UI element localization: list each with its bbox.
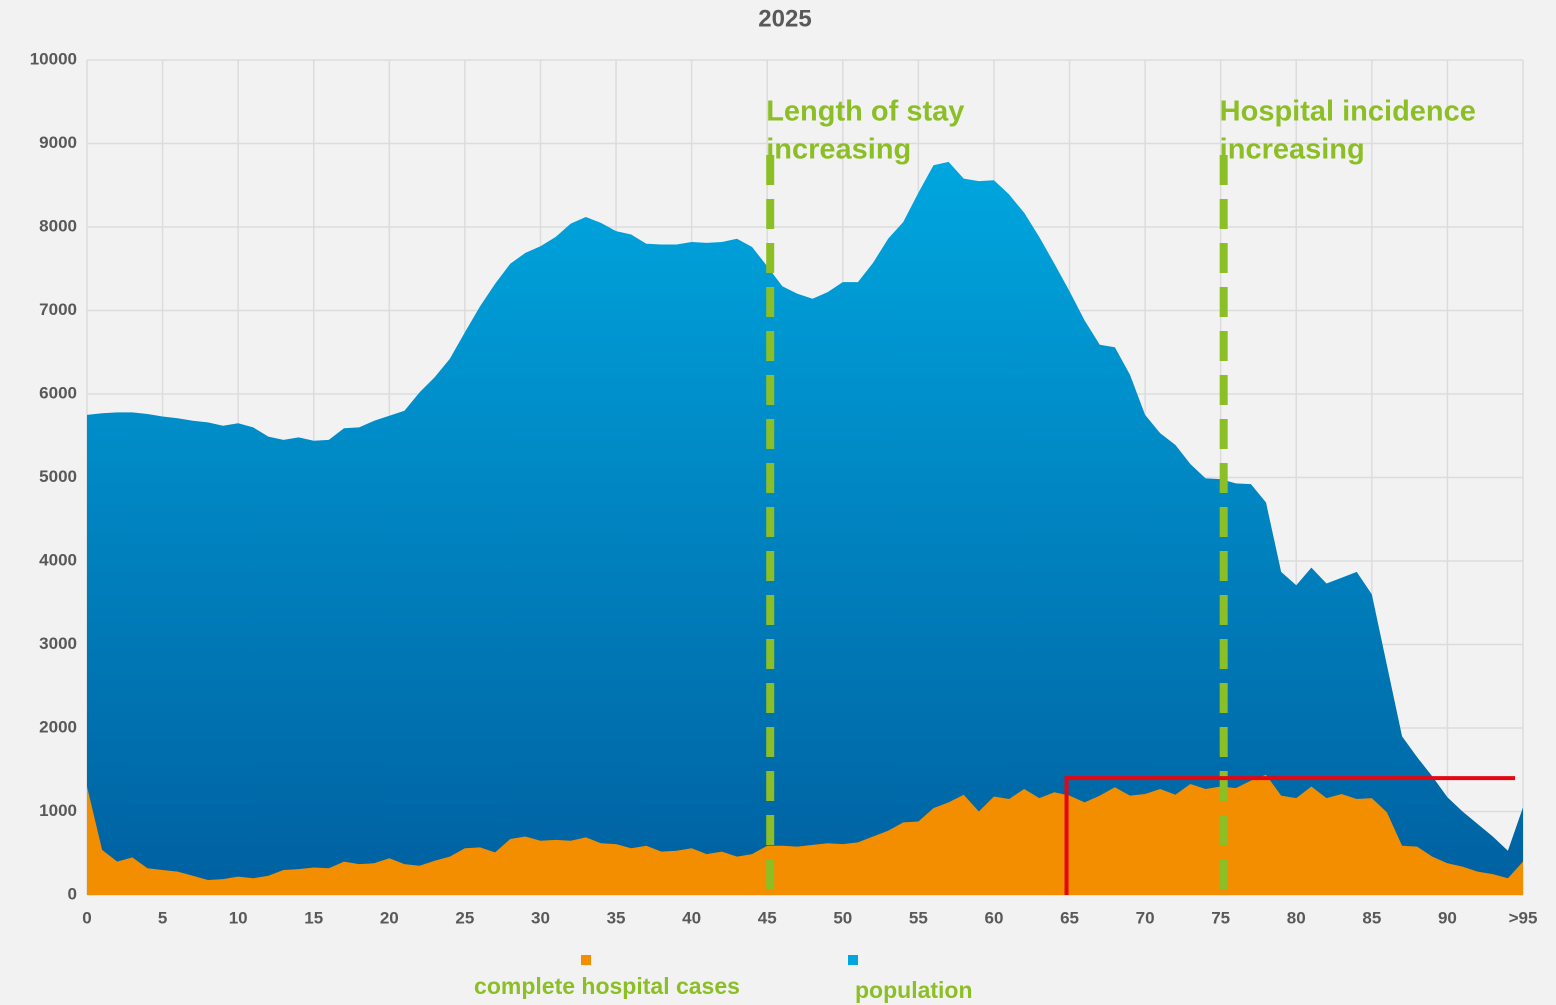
x-tick-label: 20 (380, 908, 399, 927)
y-tick-label: 10000 (30, 49, 77, 68)
y-tick-label: 8000 (39, 216, 77, 235)
y-tick-label: 7000 (39, 300, 77, 319)
y-tick-label: 9000 (39, 133, 77, 152)
y-tick-label: 2000 (39, 717, 77, 736)
x-tick-label: 65 (1060, 908, 1079, 927)
x-tick-label: 5 (158, 908, 167, 927)
y-tick-label: 3000 (39, 634, 77, 653)
annotation-text: Hospital incidence (1220, 96, 1476, 128)
legend-label: population (855, 977, 973, 1003)
x-tick-label: 25 (455, 908, 474, 927)
y-tick-label: 0 (68, 884, 77, 903)
y-tick-label: 5000 (39, 467, 77, 486)
annotation-text: increasing (1220, 134, 1365, 166)
x-tick-label: 0 (82, 908, 91, 927)
x-tick-label: 15 (304, 908, 323, 927)
x-tick-label: 45 (758, 908, 777, 927)
area (87, 774, 1523, 895)
y-tick-label: 1000 (39, 801, 77, 820)
x-tick-label: 40 (682, 908, 701, 927)
x-tick-label: 80 (1287, 908, 1306, 927)
chart-title: 2025 (758, 5, 811, 32)
x-tick-label: 90 (1438, 908, 1457, 927)
area (87, 161, 1523, 895)
annotation-text: Length of stay (766, 96, 964, 128)
annotation-text: increasing (766, 134, 911, 166)
x-tick-label: 10 (229, 908, 248, 927)
x-tick-label: 70 (1136, 908, 1155, 927)
x-tick-label: 35 (607, 908, 626, 927)
x-tick-label: 75 (1211, 908, 1230, 927)
x-tick-label: 60 (984, 908, 1003, 927)
legend-swatch (581, 955, 591, 965)
x-tick-label: 30 (531, 908, 550, 927)
legend-label: complete hospital cases (474, 973, 740, 999)
x-tick-label: 55 (909, 908, 928, 927)
highlight (1064, 776, 1515, 895)
y-tick-label: 4000 (39, 550, 77, 569)
legend-swatch (848, 955, 858, 965)
x-tick-label: >95 (1509, 908, 1538, 927)
x-tick-label: 85 (1362, 908, 1381, 927)
x-tick-label: 50 (833, 908, 852, 927)
y-tick-label: 6000 (39, 383, 77, 402)
